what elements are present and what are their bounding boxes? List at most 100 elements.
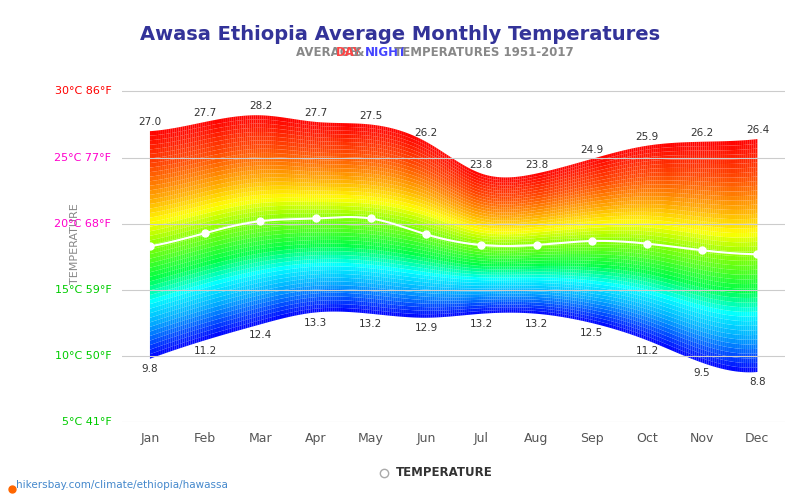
Polygon shape	[438, 250, 441, 254]
Polygon shape	[168, 307, 170, 312]
Polygon shape	[613, 252, 615, 255]
Polygon shape	[190, 243, 193, 248]
Polygon shape	[688, 194, 690, 198]
Polygon shape	[445, 271, 446, 274]
Polygon shape	[534, 297, 536, 300]
Polygon shape	[642, 208, 644, 212]
Polygon shape	[652, 160, 654, 164]
Polygon shape	[642, 154, 644, 158]
Polygon shape	[396, 219, 398, 223]
Polygon shape	[585, 170, 586, 174]
Polygon shape	[182, 144, 185, 148]
Polygon shape	[416, 296, 418, 300]
Polygon shape	[235, 318, 238, 323]
Polygon shape	[540, 306, 542, 308]
Polygon shape	[698, 269, 701, 274]
Polygon shape	[514, 274, 516, 278]
Polygon shape	[714, 142, 717, 146]
Polygon shape	[465, 228, 467, 232]
Polygon shape	[626, 292, 627, 296]
Polygon shape	[670, 230, 672, 234]
Polygon shape	[668, 287, 670, 292]
Polygon shape	[638, 182, 639, 185]
Polygon shape	[322, 130, 325, 134]
Polygon shape	[154, 185, 156, 190]
Polygon shape	[613, 283, 615, 287]
Polygon shape	[266, 248, 268, 252]
Polygon shape	[270, 288, 272, 293]
Polygon shape	[514, 228, 516, 232]
Polygon shape	[260, 157, 262, 162]
Polygon shape	[544, 223, 546, 226]
Polygon shape	[609, 213, 611, 216]
Polygon shape	[430, 286, 432, 290]
Polygon shape	[231, 276, 234, 281]
Polygon shape	[642, 158, 644, 162]
Polygon shape	[690, 155, 692, 160]
Polygon shape	[741, 214, 743, 219]
Polygon shape	[223, 308, 225, 314]
Polygon shape	[702, 288, 705, 292]
Polygon shape	[318, 141, 321, 145]
Polygon shape	[554, 198, 556, 202]
Polygon shape	[201, 228, 202, 232]
Polygon shape	[371, 189, 374, 193]
Polygon shape	[611, 195, 613, 199]
Polygon shape	[623, 296, 626, 300]
Polygon shape	[595, 214, 597, 218]
Polygon shape	[246, 145, 247, 150]
Polygon shape	[438, 176, 441, 180]
Polygon shape	[670, 160, 672, 164]
Polygon shape	[223, 304, 225, 309]
Polygon shape	[430, 190, 432, 194]
Polygon shape	[754, 354, 755, 358]
Polygon shape	[284, 222, 286, 226]
Polygon shape	[556, 183, 558, 186]
Polygon shape	[341, 168, 343, 172]
Polygon shape	[314, 172, 317, 175]
Polygon shape	[682, 206, 684, 210]
Polygon shape	[737, 367, 739, 372]
Polygon shape	[420, 274, 422, 278]
Polygon shape	[510, 182, 511, 186]
Polygon shape	[194, 304, 197, 308]
Polygon shape	[503, 270, 506, 272]
Polygon shape	[487, 288, 490, 292]
Polygon shape	[335, 130, 337, 134]
Polygon shape	[735, 178, 737, 182]
Polygon shape	[272, 198, 274, 202]
Polygon shape	[404, 246, 406, 250]
Polygon shape	[227, 160, 229, 166]
Polygon shape	[202, 126, 205, 131]
Polygon shape	[250, 259, 251, 264]
Polygon shape	[158, 157, 160, 162]
Polygon shape	[542, 292, 544, 294]
Polygon shape	[538, 272, 540, 274]
Polygon shape	[422, 257, 424, 261]
Polygon shape	[718, 178, 721, 182]
Polygon shape	[416, 278, 418, 281]
Polygon shape	[463, 186, 465, 190]
Polygon shape	[674, 268, 676, 272]
Polygon shape	[306, 182, 309, 186]
Polygon shape	[410, 204, 412, 208]
Polygon shape	[706, 333, 709, 338]
Polygon shape	[714, 214, 717, 218]
Polygon shape	[174, 336, 176, 341]
Polygon shape	[494, 305, 495, 308]
Polygon shape	[627, 293, 630, 297]
Polygon shape	[528, 175, 530, 178]
Polygon shape	[639, 242, 642, 246]
Polygon shape	[562, 176, 564, 179]
Polygon shape	[450, 246, 453, 250]
Polygon shape	[284, 270, 286, 274]
Polygon shape	[660, 240, 662, 245]
Polygon shape	[619, 187, 622, 191]
Polygon shape	[754, 316, 755, 321]
Polygon shape	[511, 180, 514, 182]
Polygon shape	[491, 308, 494, 310]
Polygon shape	[219, 123, 221, 128]
Polygon shape	[247, 145, 250, 150]
Polygon shape	[290, 186, 292, 190]
Polygon shape	[235, 258, 238, 262]
